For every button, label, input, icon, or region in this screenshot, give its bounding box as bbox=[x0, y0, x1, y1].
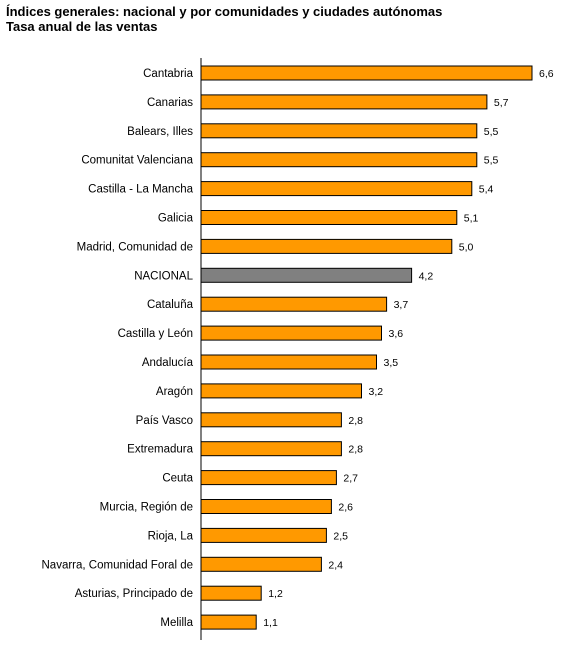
category-label: Comunitat Valenciana bbox=[81, 155, 193, 167]
bar bbox=[200, 181, 473, 197]
bar bbox=[200, 65, 533, 81]
category-label: Cantabria bbox=[143, 68, 193, 80]
bar bbox=[200, 354, 377, 370]
category-label: Extremadura bbox=[127, 444, 193, 456]
category-label: Melilla bbox=[160, 617, 193, 629]
category-label: Cataluña bbox=[147, 299, 194, 311]
chart-title: Índices generales: nacional y por comuni… bbox=[6, 4, 443, 19]
category-label: Rioja, La bbox=[148, 530, 194, 542]
category-label: País Vasco bbox=[136, 415, 193, 427]
bar-nacional bbox=[200, 267, 413, 283]
value-label: 5,5 bbox=[484, 155, 499, 167]
category-label: Navarra, Comunidad Foral de bbox=[42, 559, 194, 571]
bar bbox=[200, 325, 382, 341]
bar bbox=[200, 499, 332, 514]
value-label: 3,6 bbox=[389, 328, 404, 340]
value-label: 3,5 bbox=[384, 357, 399, 369]
bar bbox=[200, 152, 478, 168]
value-label: 5,7 bbox=[494, 97, 509, 109]
chart-subtitle: Tasa anual de las ventas bbox=[6, 19, 158, 34]
value-label: 2,4 bbox=[328, 559, 343, 571]
category-label: Andalucía bbox=[142, 357, 194, 369]
bar bbox=[200, 123, 478, 139]
chart-titles: Índices generales: nacional y por comuni… bbox=[6, 4, 442, 34]
value-label: 1,2 bbox=[268, 588, 283, 600]
category-label: Aragón bbox=[156, 386, 193, 398]
value-label: 2,8 bbox=[348, 444, 363, 456]
category-label: Asturias, Principado de bbox=[75, 588, 193, 600]
value-label: 6,6 bbox=[539, 68, 554, 80]
bar bbox=[200, 412, 342, 428]
bar bbox=[200, 585, 262, 601]
category-label: Ceuta bbox=[162, 473, 193, 485]
value-label: 3,7 bbox=[394, 299, 409, 311]
value-label: 5,0 bbox=[459, 241, 474, 253]
category-label: Madrid, Comunidad de bbox=[77, 241, 193, 253]
category-label: Castilla - La Mancha bbox=[88, 184, 193, 196]
value-label: 2,6 bbox=[338, 502, 353, 514]
value-label: 5,4 bbox=[479, 184, 494, 196]
category-label: NACIONAL bbox=[134, 270, 193, 282]
category-label: Balears, Illes bbox=[127, 126, 193, 138]
bar bbox=[200, 238, 453, 254]
value-label: 2,7 bbox=[343, 473, 358, 485]
value-label: 2,8 bbox=[348, 415, 363, 427]
bar bbox=[200, 470, 337, 486]
category-label: Canarias bbox=[147, 97, 193, 109]
value-label: 5,5 bbox=[484, 126, 499, 138]
value-label: 3,2 bbox=[369, 386, 384, 398]
bar bbox=[200, 441, 342, 457]
category-label: Galicia bbox=[158, 213, 194, 225]
value-label: 5,1 bbox=[464, 213, 479, 225]
category-label: Murcia, Región de bbox=[100, 502, 193, 514]
value-label: 1,1 bbox=[263, 617, 278, 629]
bar bbox=[200, 296, 388, 312]
category-label: Castilla y León bbox=[118, 328, 193, 340]
bar bbox=[200, 210, 458, 225]
bar bbox=[200, 527, 327, 543]
bar bbox=[200, 556, 322, 572]
bar bbox=[200, 94, 488, 110]
bar bbox=[200, 614, 257, 630]
bar bbox=[200, 383, 362, 399]
value-label: 2,5 bbox=[333, 530, 348, 542]
value-label: 4,2 bbox=[419, 270, 434, 282]
